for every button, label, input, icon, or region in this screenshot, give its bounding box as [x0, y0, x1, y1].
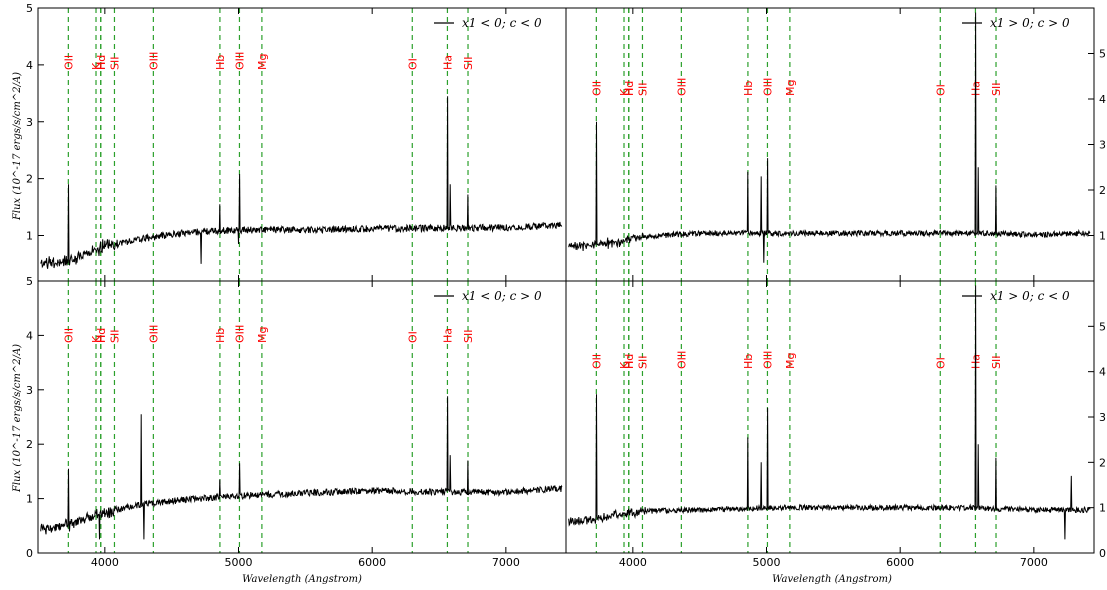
legend-label: x1 < 0; c > 0	[462, 289, 542, 303]
emission-line-label: OIII	[761, 351, 774, 369]
x-tick-label: 4000	[619, 556, 647, 569]
emission-line-label: OIII	[147, 52, 160, 70]
y-axis-title: Flux (10^-17 ergs/s/cm^2/A)	[12, 344, 23, 493]
emission-line-label: Ha	[441, 55, 454, 70]
y-tick-label: 4	[1099, 366, 1106, 379]
legend-label: x1 > 0; c < 0	[990, 289, 1070, 303]
panels-layer: OIIKHHdSIIOIIIHbOIIIMgOIHaSII12345x1 < 0…	[26, 2, 1106, 569]
spectrum-line	[40, 396, 563, 540]
emission-line-label: OIII	[147, 325, 160, 343]
y-axis-title-bottom: Flux (10^-17 ergs/s/cm^2/A)	[12, 344, 23, 493]
emission-line-label: Hb	[742, 81, 755, 96]
emission-line-label: OIII	[675, 351, 688, 369]
emission-line-label: OII	[62, 55, 75, 70]
emission-line-label: OIII	[233, 325, 246, 343]
emission-line-label: OII	[590, 354, 603, 369]
x-axis-title-left: Wavelength (Angstrom)	[242, 574, 362, 585]
y-tick-label: 2	[1099, 184, 1106, 197]
y-tick-label: 2	[26, 173, 33, 186]
emission-line-label: OI	[406, 331, 419, 343]
emission-line-label: OII	[590, 81, 603, 96]
x-tick-label: 7000	[492, 556, 520, 569]
emission-line-label: Hb	[742, 354, 755, 369]
emission-line-label: Hd	[623, 354, 636, 369]
x-tick-label: 6000	[358, 556, 386, 569]
spectrum-line	[40, 96, 563, 269]
emission-line-label: OI	[934, 357, 947, 369]
emission-line-label: Hd	[95, 55, 108, 70]
y-axis-title: Flux (10^-17 ergs/s/cm^2/A)	[12, 72, 23, 221]
y-tick-label: 1	[1099, 230, 1106, 243]
y-tick-label: 3	[26, 116, 33, 129]
spectrum-line	[568, 12, 1091, 263]
emission-line-label: Hd	[623, 81, 636, 96]
emission-line-label: Mg	[784, 353, 797, 369]
emission-line-label: Mg	[256, 54, 269, 70]
panel-frame	[565, 7, 1095, 282]
x-tick-label: 6000	[886, 556, 914, 569]
y-tick-label: 4	[26, 329, 33, 342]
y-tick-label: 3	[1099, 411, 1106, 424]
emission-line-label: K	[90, 335, 103, 343]
emission-line-label: SII	[108, 57, 121, 70]
y-tick-label: 5	[26, 275, 33, 288]
x-tick-label: 5000	[225, 556, 253, 569]
emission-line-label: OII	[62, 328, 75, 343]
panel-4: OIIKHHdSIIOIIIHbOIIIMgOIHaSII40005000600…	[565, 280, 1106, 569]
panel-3: OIIKHHdSIIOIIIHbOIIIMgOIHaSII40005000600…	[26, 275, 567, 569]
y-tick-label: 1	[26, 493, 33, 506]
emission-line-label: K	[618, 88, 631, 96]
emission-line-label: SII	[636, 83, 649, 96]
y-tick-label: 4	[1099, 93, 1106, 106]
y-tick-label: 5	[26, 2, 33, 15]
emission-line-label: SII	[108, 330, 121, 343]
x-axis-title-right: Wavelength (Angstrom)	[772, 574, 892, 585]
emission-line-label: SII	[462, 57, 475, 70]
y-tick-label: 5	[1099, 48, 1106, 61]
emission-line-label: OIII	[675, 78, 688, 96]
emission-line-label: Mg	[256, 327, 269, 343]
y-tick-label: 0	[1099, 547, 1106, 560]
emission-line-label: Hb	[214, 328, 227, 343]
y-tick-label: 1	[26, 230, 33, 243]
emission-line-label: SII	[462, 330, 475, 343]
legend-label: x1 < 0; c < 0	[462, 16, 542, 30]
x-tick-label: 5000	[753, 556, 781, 569]
panel-frame	[37, 280, 567, 554]
y-tick-label: 2	[26, 438, 33, 451]
emission-line-label: OI	[406, 58, 419, 70]
panel-2: OIIKHHdSIIOIIIHbOIIIMgOIHaSII12345x1 > 0…	[565, 7, 1106, 282]
y-tick-label: 5	[1099, 320, 1106, 333]
emission-line-label: SII	[990, 356, 1003, 369]
y-tick-label: 0	[26, 547, 33, 560]
emission-line-label: Hb	[214, 55, 227, 70]
emission-line-label: Hd	[95, 328, 108, 343]
emission-line-label: K	[618, 361, 631, 369]
y-tick-label: 1	[1099, 502, 1106, 515]
y-axis-title-top: Flux (10^-17 ergs/s/cm^2/A)	[12, 72, 23, 221]
emission-line-label: Ha	[441, 328, 454, 343]
emission-line-label: SII	[636, 356, 649, 369]
x-tick-label: 7000	[1020, 556, 1048, 569]
y-tick-label: 3	[1099, 139, 1106, 152]
y-tick-label: 4	[26, 59, 33, 72]
y-tick-label: 3	[26, 384, 33, 397]
x-tick-label: 4000	[91, 556, 119, 569]
emission-line-label: OIII	[761, 78, 774, 96]
emission-line-label: Mg	[784, 80, 797, 96]
panel-1: OIIKHHdSIIOIIIHbOIIIMgOIHaSII12345x1 < 0…	[26, 2, 567, 282]
spectrum-line	[568, 285, 1091, 540]
y-tick-label: 2	[1099, 456, 1106, 469]
emission-line-label: OIII	[233, 52, 246, 70]
emission-line-label: K	[90, 62, 103, 70]
emission-line-label: OI	[934, 84, 947, 96]
emission-line-label: SII	[990, 83, 1003, 96]
legend-label: x1 > 0; c > 0	[990, 16, 1070, 30]
